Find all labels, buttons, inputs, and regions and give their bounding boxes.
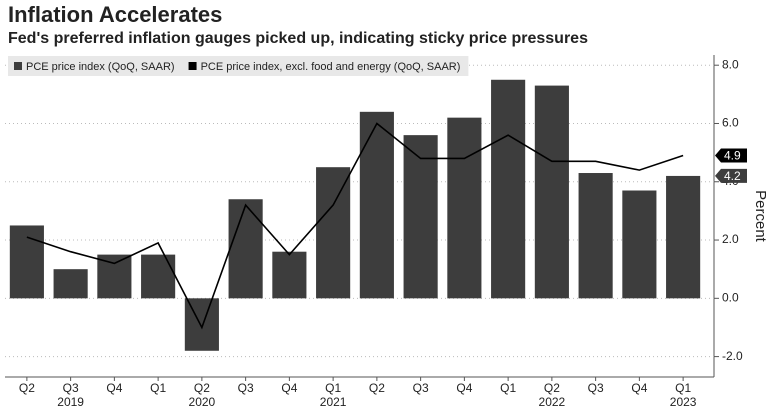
chart-subtitle: Fed's preferred inflation gauges picked … [8, 30, 588, 47]
legend-label: PCE price index (QoQ, SAAR) [26, 61, 175, 73]
x-tick-label: Q1 [675, 381, 691, 395]
x-tick-label: Q3 [413, 381, 429, 395]
y-tick-label: 0.0 [722, 290, 739, 304]
end-tag-shape [715, 148, 747, 163]
x-tick-label: Q1 [500, 381, 516, 395]
end-value-label: 4.2 [724, 169, 741, 183]
x-tick-label: Q2 [19, 381, 35, 395]
year-label: 2021 [320, 395, 347, 409]
bar [534, 85, 569, 299]
x-tick-label: Q3 [63, 381, 79, 395]
line [26, 122, 684, 330]
x-tick-label: Q1 [325, 381, 341, 395]
legend: PCE price index (QoQ, SAAR) PCE price ind… [8, 56, 469, 76]
bar [141, 254, 176, 299]
bar [578, 173, 613, 299]
x-tick-label: Q4 [281, 381, 297, 395]
bar [272, 251, 307, 299]
legend-label: PCE price index, excl. food and energy (… [201, 61, 461, 73]
x-tick-label: Q4 [456, 381, 472, 395]
x-tick-label: Q4 [106, 381, 122, 395]
chart-title: Inflation Accelerates [8, 2, 222, 27]
end-tag-shape [715, 168, 747, 183]
end-value-tag: 4.2 [715, 168, 747, 183]
bar [491, 79, 526, 299]
end-value-label: 4.9 [724, 149, 741, 163]
x-tick-label: Q1 [150, 381, 166, 395]
x-tick-label: Q3 [588, 381, 604, 395]
y-axis-label: Percent [752, 190, 769, 243]
year-label: 2022 [539, 395, 566, 409]
x-tick-label: Q4 [631, 381, 647, 395]
x-tick-label: Q2 [194, 381, 210, 395]
bar [316, 167, 351, 299]
y-tick-label: 8.0 [722, 57, 739, 71]
bar [53, 269, 88, 299]
end-value-tag: 4.9 [715, 148, 747, 163]
x-tick-label: Q2 [369, 381, 385, 395]
y-tick-label: 6.0 [722, 116, 739, 130]
year-label: 2023 [670, 395, 697, 409]
bar [228, 199, 263, 299]
bar [359, 111, 394, 299]
x-tick-label: Q3 [238, 381, 254, 395]
bar [447, 117, 482, 299]
bar [184, 298, 219, 351]
bar [9, 225, 44, 299]
x-tick-label: Q2 [544, 381, 560, 395]
year-label: 2020 [189, 395, 216, 409]
legend-swatch [188, 62, 197, 70]
bar [666, 175, 701, 299]
year-label: 2019 [57, 395, 84, 409]
bar [97, 254, 132, 299]
bar [622, 190, 657, 299]
bar [403, 135, 438, 299]
legend-bg [8, 56, 469, 76]
y-tick-label: 2.0 [722, 232, 739, 246]
y-tick-label: -2.0 [722, 349, 743, 363]
legend-swatch [14, 62, 22, 70]
